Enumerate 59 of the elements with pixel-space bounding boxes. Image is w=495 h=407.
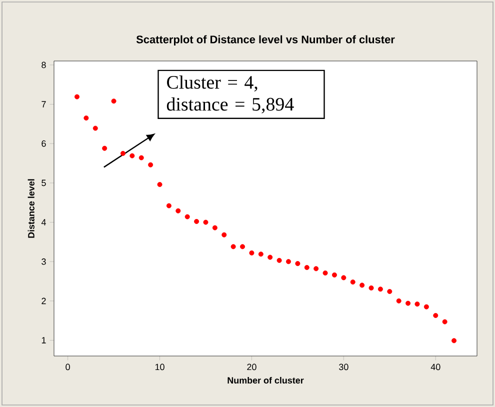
y-tick-label: 2	[42, 298, 46, 304]
y-tick-label: 1	[42, 337, 46, 344]
annotation: Cluster = 4, distance = 5,894	[166, 75, 294, 114]
point	[138, 155, 144, 160]
chart-title: Scatterplot of Distance level vs Number of cluster	[136, 35, 395, 46]
x-tick-label: 30	[339, 364, 348, 370]
x-tick-label: 0	[66, 364, 70, 370]
y-tick-label: 6	[42, 140, 46, 147]
point	[212, 225, 218, 230]
y-tick-label: 4	[41, 219, 46, 226]
point	[194, 218, 200, 224]
point	[360, 282, 365, 288]
point	[396, 298, 402, 304]
point	[84, 116, 89, 121]
point	[314, 266, 319, 272]
point	[387, 288, 392, 294]
point	[240, 244, 246, 250]
point	[378, 286, 383, 292]
point	[176, 208, 181, 214]
point	[276, 258, 282, 263]
point	[249, 250, 254, 256]
point	[203, 220, 208, 225]
x-tick-label: 40	[430, 364, 440, 370]
x-axis-title: Number of cluster	[228, 376, 304, 384]
y-tick-label: 7	[42, 101, 46, 108]
point	[184, 214, 190, 220]
point	[74, 94, 80, 100]
point	[452, 338, 457, 344]
point	[268, 254, 273, 260]
point	[332, 272, 337, 278]
y-axis-title: Distance level	[28, 179, 34, 238]
point	[92, 126, 98, 131]
x-tick-label: 20	[247, 364, 256, 370]
point	[424, 304, 429, 310]
point	[433, 312, 438, 318]
point	[295, 261, 300, 266]
point	[166, 203, 172, 208]
point	[130, 153, 135, 158]
point	[102, 146, 108, 151]
point	[157, 182, 162, 188]
point	[286, 259, 291, 264]
point	[322, 270, 328, 276]
point	[414, 302, 420, 307]
point	[111, 98, 116, 104]
x-tick-label: 10	[155, 364, 164, 370]
point	[350, 280, 356, 285]
y-tick-label: 3	[42, 258, 46, 265]
point	[368, 285, 374, 290]
point	[442, 319, 448, 324]
y-tick-label: 8	[42, 62, 46, 68]
point	[222, 232, 227, 238]
y-tick-label: 5	[42, 180, 46, 186]
point	[230, 244, 236, 250]
point	[120, 150, 126, 156]
point	[406, 300, 411, 306]
point	[148, 162, 154, 168]
point	[304, 265, 310, 270]
point	[258, 252, 264, 257]
point	[341, 275, 346, 280]
